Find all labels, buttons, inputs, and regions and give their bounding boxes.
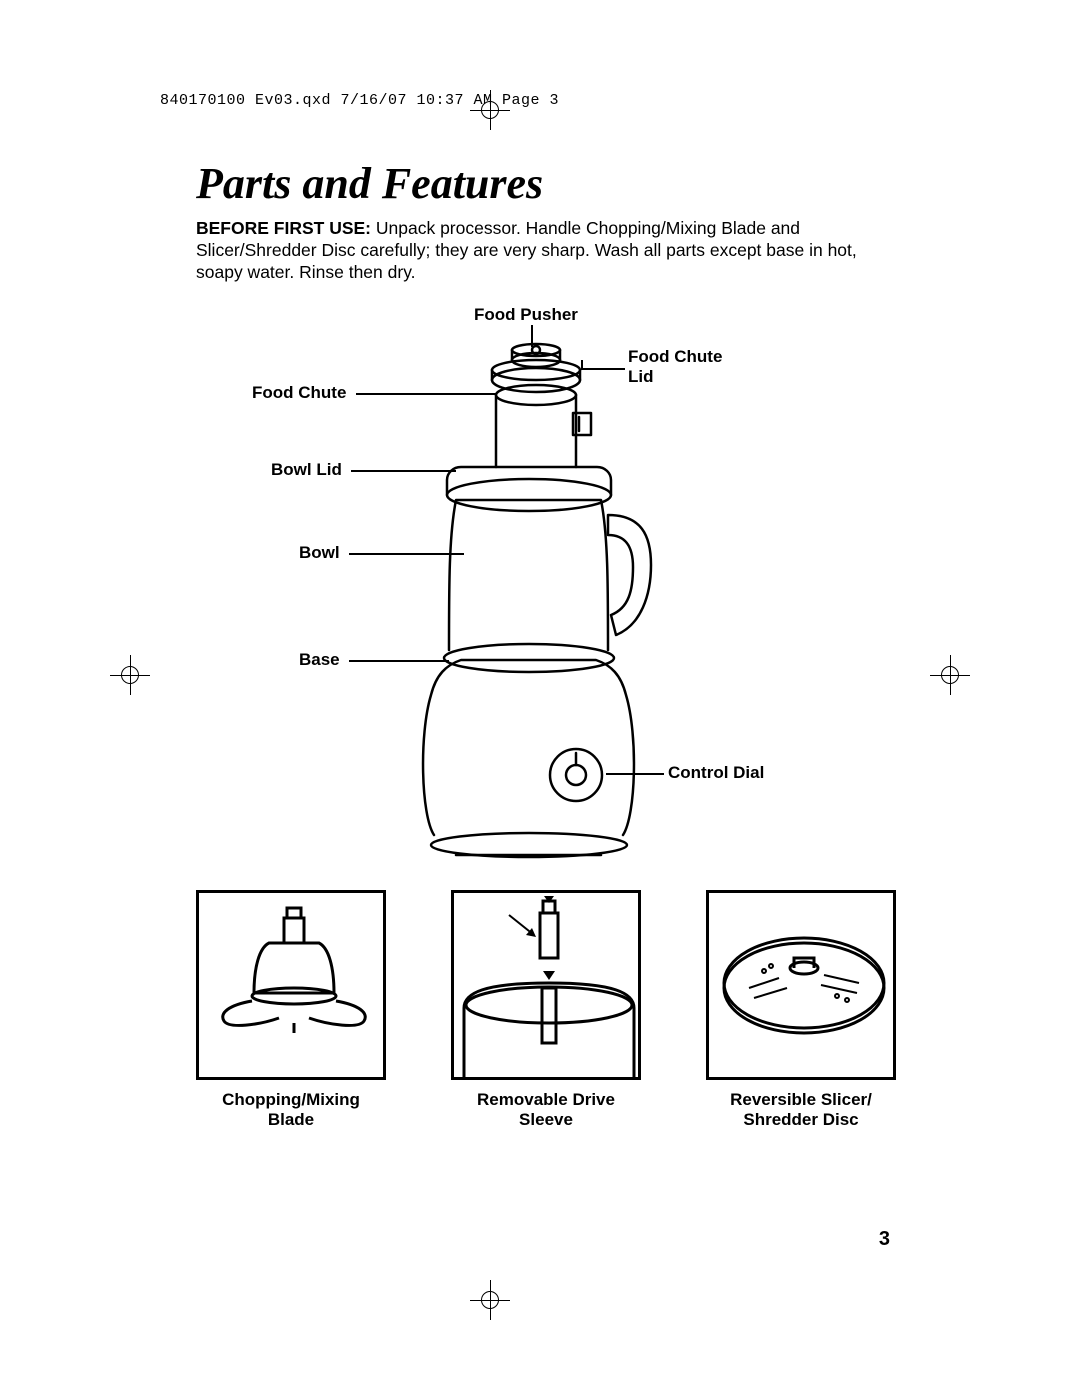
label-food-pusher: Food Pusher	[474, 305, 578, 325]
crop-mark-bottom	[470, 1280, 510, 1320]
leader	[606, 773, 664, 775]
part-disc: Reversible Slicer/ Shredder Disc	[706, 890, 896, 1131]
crop-mark-right	[930, 655, 970, 695]
part-blade-figure	[196, 890, 386, 1080]
leader	[531, 325, 533, 347]
page-number: 3	[879, 1228, 890, 1251]
leader	[356, 393, 496, 395]
part-blade: Chopping/Mixing Blade	[196, 890, 386, 1131]
part-sleeve-figure	[451, 890, 641, 1080]
part-disc-label: Reversible Slicer/ Shredder Disc	[706, 1090, 896, 1131]
intro-text: BEFORE FIRST USE: Unpack processor. Hand…	[196, 218, 896, 284]
intro-bold: BEFORE FIRST USE:	[196, 218, 371, 238]
label-bowl: Bowl	[299, 543, 340, 563]
part-blade-label: Chopping/Mixing Blade	[196, 1090, 386, 1131]
leader	[581, 360, 583, 369]
leader	[351, 470, 456, 472]
parts-row: Chopping/Mixing Blade	[196, 890, 896, 1131]
label-bowl-lid: Bowl Lid	[271, 460, 342, 480]
crop-mark-left	[110, 655, 150, 695]
crop-mark-top	[470, 90, 510, 130]
part-sleeve-label: Removable Drive Sleeve	[451, 1090, 641, 1131]
leader	[581, 368, 625, 370]
leader	[349, 553, 464, 555]
part-sleeve: Removable Drive Sleeve	[451, 890, 641, 1131]
label-control-dial: Control Dial	[668, 763, 764, 783]
label-food-chute: Food Chute	[252, 383, 346, 403]
part-disc-figure	[706, 890, 896, 1080]
label-base: Base	[299, 650, 340, 670]
processor-drawing	[401, 335, 691, 865]
leader	[349, 660, 449, 662]
main-diagram: Food Pusher Food Chute Lid Food Chute Bo…	[196, 305, 896, 865]
page-title: Parts and Features	[196, 158, 543, 209]
label-food-chute-lid: Food Chute Lid	[628, 347, 722, 386]
